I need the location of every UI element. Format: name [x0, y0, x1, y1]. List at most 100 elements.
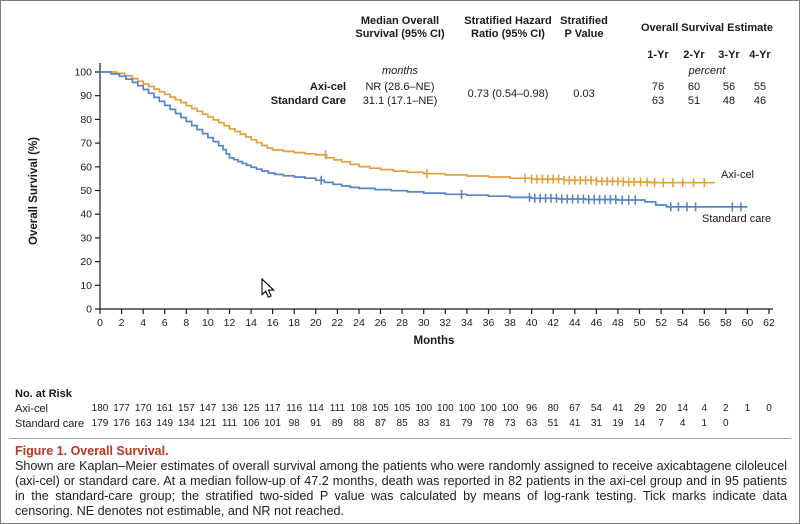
svg-text:42: 42	[547, 317, 559, 329]
svg-text:60: 60	[742, 317, 754, 329]
svg-text:30: 30	[80, 232, 92, 244]
year-header-3yr: 3-Yr	[718, 49, 740, 61]
risk-count: 163	[134, 418, 152, 429]
year-header-2yr: 2-Yr	[683, 49, 705, 61]
median-os-header: Median Overall Survival (95% CI)	[355, 15, 445, 41]
risk-count: 177	[113, 403, 130, 414]
risk-count: 0	[766, 403, 772, 414]
standard-care-estimate-4yr: 46	[753, 95, 767, 107]
svg-text:52: 52	[655, 317, 667, 329]
risk-count: 1	[701, 418, 708, 429]
risk-count: 41	[569, 418, 581, 429]
risk-count: 101	[264, 418, 281, 429]
svg-text:22: 22	[332, 317, 344, 329]
axi-cel-estimate-2yr: 60	[687, 81, 701, 93]
svg-text:18: 18	[288, 317, 300, 329]
svg-text:44: 44	[569, 317, 581, 329]
risk-count: 100	[480, 403, 497, 414]
axi-cel-estimate-3yr: 56	[722, 81, 736, 93]
risk-count: 176	[113, 418, 130, 429]
risk-count: 96	[526, 403, 538, 414]
risk-count: 108	[350, 403, 368, 414]
risk-count: 114	[307, 403, 324, 414]
svg-text:60: 60	[80, 161, 92, 173]
risk-count: 29	[633, 403, 646, 414]
risk-count: 180	[91, 403, 109, 414]
svg-text:90: 90	[80, 90, 92, 102]
percent-unit-label: percent	[688, 65, 726, 77]
risk-count: 91	[310, 418, 322, 429]
svg-text:6: 6	[162, 317, 168, 329]
risk-count: 105	[393, 403, 411, 414]
svg-text:62: 62	[763, 317, 775, 329]
hazard-ratio-header: Stratified Hazard Ratio (95% CI)	[464, 15, 552, 41]
svg-text:40: 40	[526, 317, 538, 329]
standard-care-row-label: Standard Care	[270, 95, 346, 107]
svg-text:36: 36	[483, 317, 495, 329]
mouse-cursor	[261, 278, 275, 298]
risk-count: 87	[374, 418, 387, 429]
risk-table-title: No. at Risk	[15, 388, 72, 400]
risk-count: 117	[264, 403, 281, 414]
svg-text:58: 58	[720, 317, 732, 329]
standard-care-estimate-3yr: 48	[722, 95, 736, 107]
risk-count: 81	[439, 418, 451, 429]
risk-count: 88	[353, 418, 365, 429]
standard-care-median-value: 31.1 (17.1–NE)	[362, 95, 438, 107]
svg-text:20: 20	[310, 317, 322, 329]
risk-count: 111	[221, 418, 238, 429]
svg-text:0: 0	[97, 317, 103, 329]
axi-cel-curve	[100, 71, 715, 184]
os-estimate-header: Overall Survival Estimate	[640, 22, 774, 34]
risk-count: 63	[526, 418, 538, 429]
svg-text:0: 0	[86, 304, 92, 316]
risk-count: 79	[461, 418, 473, 429]
svg-text:80: 80	[80, 114, 92, 126]
svg-text:10: 10	[202, 317, 214, 329]
risk-count: 20	[655, 403, 667, 414]
risk-count: 14	[677, 403, 689, 414]
svg-text:10: 10	[80, 280, 92, 292]
y-axis-title: Overall Survival (%)	[28, 136, 40, 246]
svg-text:28: 28	[396, 317, 408, 329]
risk-count: 41	[612, 403, 624, 414]
risk-count: 78	[482, 418, 495, 429]
risk-count: 100	[415, 403, 433, 414]
risk-count: 147	[199, 403, 217, 414]
risk-count: 157	[177, 403, 195, 414]
svg-text:48: 48	[612, 317, 624, 329]
risk-count: 100	[458, 403, 476, 414]
svg-text:26: 26	[375, 317, 387, 329]
risk-count: 149	[156, 418, 174, 429]
standard-care-series-label: Standard care	[702, 213, 772, 225]
svg-text:34: 34	[461, 317, 473, 329]
risk-count: 51	[547, 418, 559, 429]
svg-text:54: 54	[677, 317, 689, 329]
risk-count: 161	[156, 403, 174, 414]
year-header-4yr: 4-Yr	[749, 49, 771, 61]
risk-row-label-axi-cel: Axi-cel	[15, 403, 49, 415]
svg-text:4: 4	[140, 317, 146, 329]
standard-care-curve	[100, 71, 748, 208]
risk-values-standard-care: 179 176 163 149 134 121 111 106 101 98 91 89 88 87 85 8…	[1, 418, 799, 431]
risk-count: 1	[744, 403, 751, 414]
risk-count: 67	[569, 403, 581, 414]
x-axis-title: Months	[413, 335, 455, 347]
risk-count: 73	[504, 418, 516, 429]
standard-care-estimate-1yr: 63	[651, 95, 665, 107]
svg-text:70: 70	[80, 138, 92, 150]
risk-count: 2	[723, 403, 729, 414]
figure-caption-body: Shown are Kaplan–Meier estimates of over…	[15, 459, 787, 518]
axi-cel-series-label: Axi-cel	[721, 169, 755, 181]
risk-count: 116	[286, 403, 303, 414]
risk-count: 31	[590, 418, 602, 429]
risk-count: 4	[679, 418, 686, 429]
risk-count: 80	[547, 403, 559, 414]
risk-count: 106	[242, 418, 260, 429]
axi-cel-estimate-1yr: 76	[651, 81, 665, 93]
risk-count: 170	[134, 403, 152, 414]
hazard-ratio-value: 0.73 (0.54–0.98)	[467, 88, 549, 100]
risk-count: 4	[701, 403, 708, 414]
risk-count: 83	[418, 418, 430, 429]
